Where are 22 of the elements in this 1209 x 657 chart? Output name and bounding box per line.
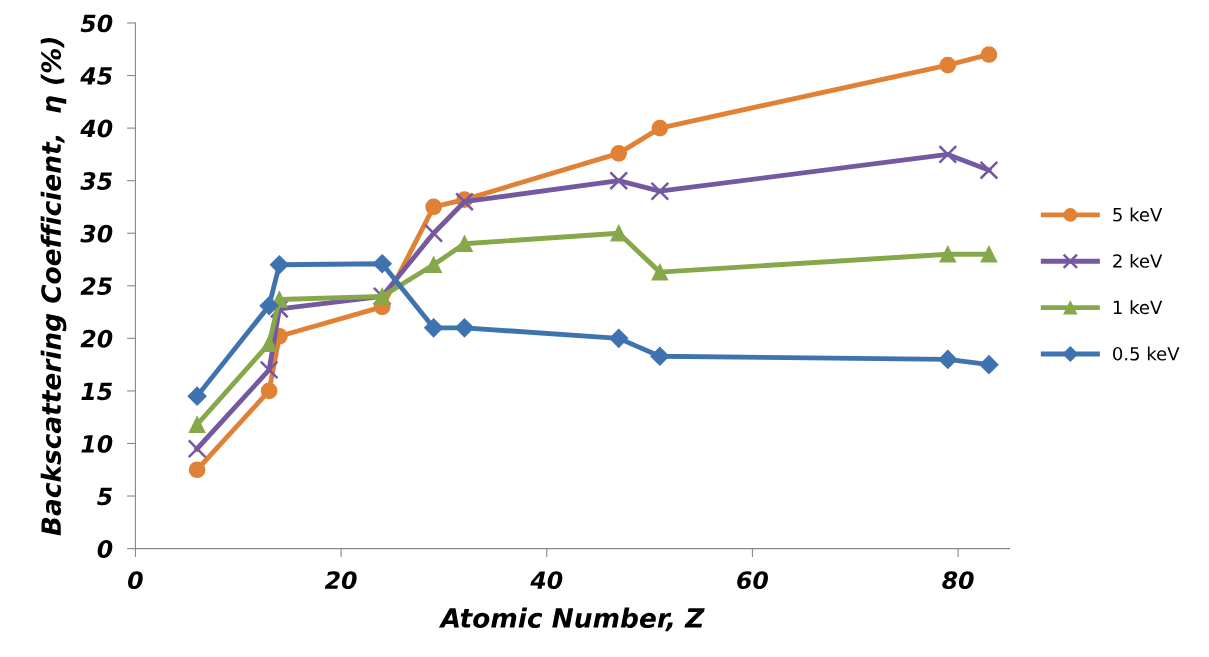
legend-label: 0.5 keV — [1113, 346, 1180, 361]
y-tick-label: 20 — [80, 329, 113, 348]
legend-label: 1 keV — [1113, 300, 1163, 315]
x-tick-label: 60 — [737, 571, 769, 590]
legend-label: 5 keV — [1113, 207, 1163, 222]
x-tick-label: 40 — [530, 571, 563, 590]
y-tick-label: 0 — [97, 540, 113, 558]
x-tick-label: 80 — [942, 571, 974, 590]
x-tick-label: 0 — [128, 571, 143, 590]
y-tick-label: 30 — [80, 224, 113, 243]
y-tick-label: 50 — [80, 14, 113, 33]
x-axis-title: Atomic Number, Z — [438, 607, 705, 632]
y-tick-label: 45 — [80, 67, 112, 85]
y-tick-label: 5 — [97, 487, 112, 506]
y-tick-label: 25 — [80, 277, 112, 296]
y-tick-label: 35 — [80, 172, 112, 190]
y-tick-label: 40 — [80, 119, 113, 138]
legend-label: 2 keV — [1113, 253, 1163, 268]
x-tick-label: 20 — [324, 571, 357, 590]
y-tick-label: 15 — [81, 382, 112, 401]
y-axis-title: Backscattering Coefficient, η (%) — [40, 37, 67, 536]
y-tick-label: 10 — [81, 434, 113, 453]
